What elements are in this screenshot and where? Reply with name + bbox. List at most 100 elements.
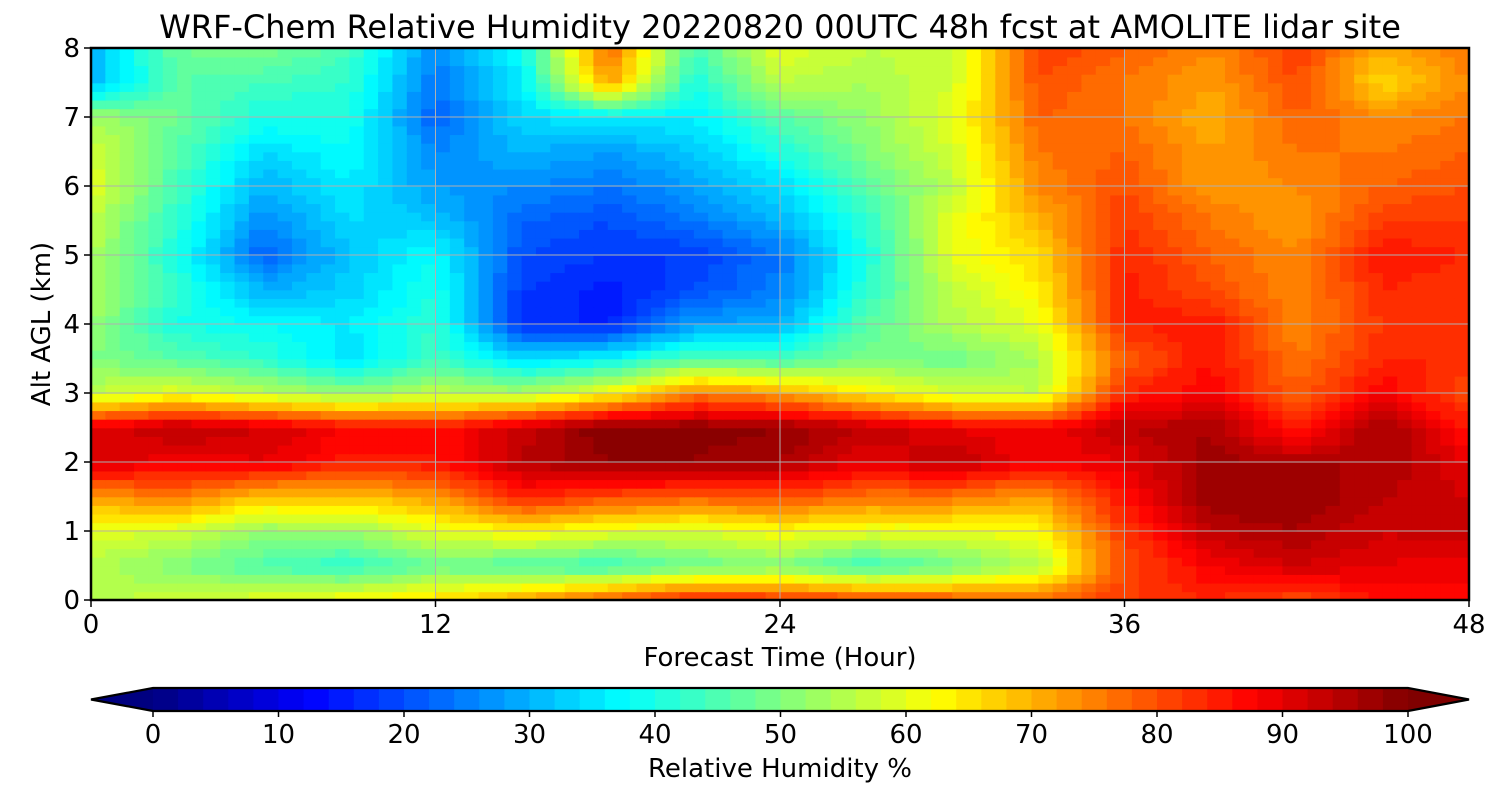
heatmap-cell — [550, 582, 566, 593]
heatmap-cell — [1339, 341, 1355, 351]
heatmap-cell — [636, 289, 652, 299]
heatmap-cell — [148, 280, 164, 291]
heatmap-cell — [564, 375, 580, 386]
heatmap-cell — [435, 280, 451, 291]
heatmap-cell — [521, 470, 537, 481]
heatmap-cell — [980, 591, 997, 600]
heatmap-cell — [1368, 410, 1384, 420]
heatmap-cell — [205, 255, 221, 265]
heatmap-cell — [923, 410, 939, 420]
heatmap-cell — [1153, 548, 1169, 558]
heatmap-cell — [349, 384, 365, 394]
heatmap-cell — [191, 496, 207, 506]
heatmap-cell — [464, 168, 480, 179]
heatmap-cell — [119, 505, 135, 515]
heatmap-cell — [1210, 505, 1226, 515]
heatmap-cell — [894, 177, 910, 187]
heatmap-cell — [636, 332, 652, 343]
heatmap-cell — [1067, 453, 1083, 463]
heatmap-cell — [1095, 298, 1111, 308]
heatmap-cell — [1239, 548, 1255, 558]
heatmap-cell — [780, 186, 796, 196]
heatmap-cell — [1081, 280, 1097, 291]
heatmap-cell — [1253, 272, 1269, 282]
heatmap-cell — [119, 358, 135, 368]
heatmap-cell — [1009, 470, 1025, 481]
heatmap-cell — [851, 565, 867, 575]
heatmap-cell — [1354, 522, 1370, 532]
heatmap-cell — [909, 479, 925, 489]
heatmap-cell — [837, 177, 853, 187]
heatmap-cell — [1024, 513, 1040, 524]
heatmap-cell — [823, 341, 839, 351]
heatmap-cell — [607, 203, 623, 213]
heatmap-cell — [1354, 418, 1370, 429]
heatmap-cell — [693, 229, 710, 239]
heatmap-cell — [134, 427, 150, 437]
heatmap-cell — [1081, 203, 1097, 213]
heatmap-cell — [880, 272, 896, 282]
heatmap-cell — [263, 203, 279, 213]
heatmap-cell — [880, 496, 896, 506]
heatmap-cell — [191, 168, 207, 179]
heatmap-cell — [421, 220, 437, 230]
heatmap-cell — [1268, 496, 1284, 506]
heatmap-cell — [751, 496, 767, 506]
heatmap-cell — [837, 556, 853, 567]
heatmap-cell — [880, 229, 896, 239]
heatmap-cell — [995, 539, 1011, 550]
heatmap-cell — [291, 298, 308, 308]
heatmap-cell — [1210, 453, 1226, 463]
heatmap-cell — [823, 151, 839, 161]
heatmap-cell — [1339, 513, 1355, 524]
heatmap-cell — [1167, 289, 1183, 299]
heatmap-cell — [693, 418, 710, 429]
heatmap-cell — [464, 255, 480, 265]
heatmap-cell — [765, 289, 781, 299]
heatmap-cell — [636, 280, 652, 291]
heatmap-cell — [335, 168, 351, 179]
heatmap-cell — [1067, 487, 1083, 498]
heatmap-cell — [808, 565, 824, 575]
heatmap-cell — [378, 160, 394, 170]
heatmap-cell — [894, 186, 910, 196]
heatmap-cell — [650, 418, 666, 429]
heatmap-cell — [722, 401, 738, 412]
heatmap-cell — [363, 298, 379, 308]
heatmap-cell — [1138, 168, 1154, 179]
heatmap-cell — [780, 306, 796, 317]
heatmap-cell — [177, 186, 193, 196]
heatmap-cell — [794, 211, 810, 222]
heatmap-cell — [91, 237, 107, 248]
heatmap-cell — [923, 151, 939, 161]
heatmap-cell — [980, 211, 997, 222]
heatmap-cell — [665, 505, 681, 515]
heatmap-cell — [550, 556, 566, 567]
heatmap-cell — [1110, 151, 1126, 161]
heatmap-cell — [464, 194, 480, 205]
heatmap-cell — [880, 280, 896, 291]
heatmap-cell — [464, 280, 480, 291]
heatmap-cell — [1210, 160, 1226, 170]
heatmap-cell — [277, 229, 293, 239]
heatmap-cell — [435, 548, 451, 558]
heatmap-cell — [1138, 220, 1154, 230]
heatmap-cell — [923, 186, 939, 196]
heatmap-cell — [564, 427, 580, 437]
heatmap-cell — [851, 151, 867, 161]
heatmap-cell — [406, 565, 422, 575]
heatmap-cell — [1296, 246, 1312, 256]
heatmap-cell — [1009, 151, 1025, 161]
heatmap-cell — [1339, 487, 1355, 498]
heatmap-cell — [1454, 548, 1469, 558]
heatmap-cell — [765, 151, 781, 161]
heatmap-cell — [593, 280, 609, 291]
heatmap-cell — [1325, 513, 1341, 524]
heatmap-cell — [650, 229, 666, 239]
heatmap-cell — [564, 341, 580, 351]
heatmap-cell — [492, 548, 509, 558]
heatmap-cell — [1095, 375, 1111, 386]
heatmap-cell — [1081, 462, 1097, 472]
heatmap-cell — [1009, 462, 1025, 472]
heatmap-cell — [1038, 496, 1054, 506]
